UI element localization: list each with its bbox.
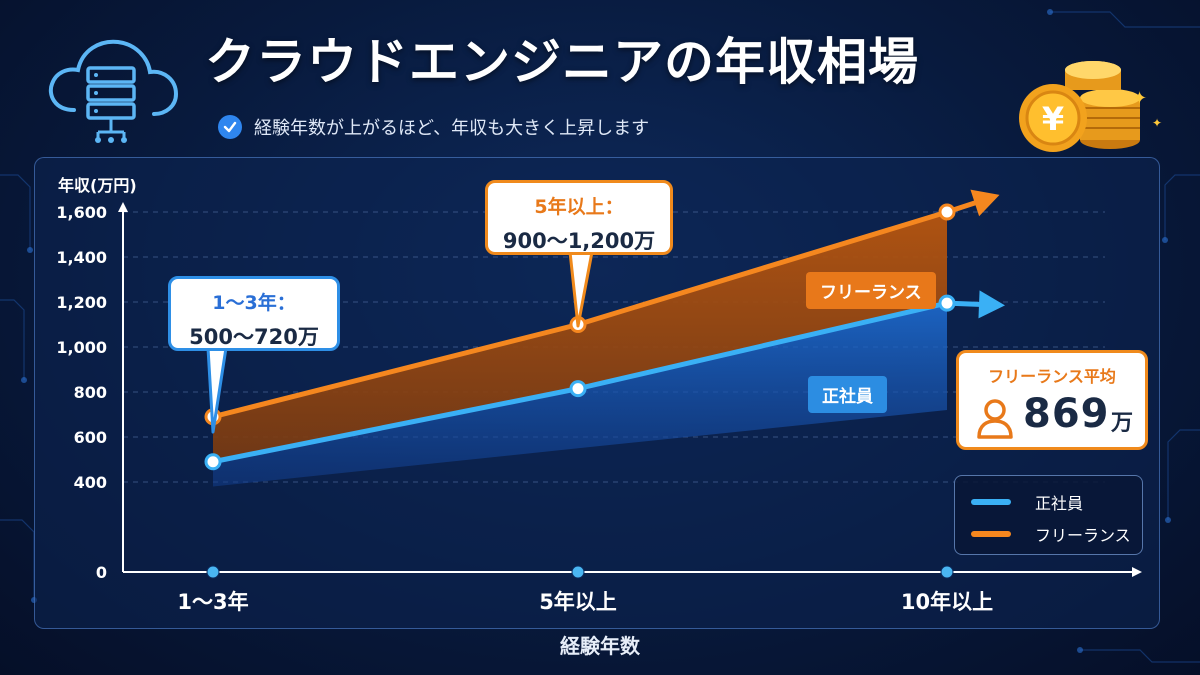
check-circle-icon [218, 115, 242, 139]
freelance-series-tag: フリーランス [806, 272, 936, 309]
x-axis-arrow [1132, 567, 1142, 577]
regular-data-point [569, 380, 587, 398]
x-axis-title: 経験年数 [560, 634, 640, 658]
person-icon [977, 399, 1013, 439]
y-tick-label: 400 [74, 473, 107, 492]
freelance-arrowhead [970, 189, 1000, 217]
subtitle-text: 経験年数が上がるほど、年収も大きく上昇します [254, 118, 650, 139]
regular-callout-period: 1〜3年： [212, 292, 296, 314]
freelance-callout: 5年以上： 900〜1,200万 [485, 180, 673, 255]
subtitle: 経験年数が上がるほど、年収も大きく上昇します [218, 114, 649, 140]
average-unit: 万 [1111, 411, 1134, 436]
freelance-callout-period: 5年以上： [534, 196, 624, 218]
y-tick-label: 1,200 [56, 293, 107, 312]
x-category-marker [571, 565, 585, 579]
legend-swatch-freelance [971, 531, 1011, 537]
page-title: クラウドエンジニアの年収相場 [205, 33, 919, 91]
y-tick-label: 1,400 [56, 248, 107, 267]
regular-data-point [938, 294, 956, 312]
average-value: 869 [1023, 391, 1110, 437]
legend-swatch-regular [971, 499, 1011, 505]
y-tick-label: 0 [96, 563, 107, 582]
y-tick-label: 1,600 [56, 203, 107, 222]
x-tick-label: 1〜3年 [177, 590, 248, 614]
legend-label-freelance: フリーランス [1035, 526, 1131, 545]
x-tick-label: 10年以上 [901, 590, 993, 614]
freelance-callout-range: 900〜1,200万 [502, 229, 656, 253]
y-tick-label: 800 [74, 383, 107, 402]
svg-text:¥: ¥ [1042, 100, 1064, 138]
freelance-callout-pointer [568, 250, 594, 328]
chart-legend: 正社員 フリーランス [954, 475, 1143, 555]
y-tick-label: 1,000 [56, 338, 107, 357]
sparkle-icon: ✦ [1132, 88, 1148, 109]
regular-arrowhead [978, 290, 1005, 319]
y-tick-label: 600 [74, 428, 107, 447]
freelance-line [210, 195, 993, 420]
legend-label-regular: 正社員 [1035, 494, 1084, 513]
yen-coins-icon: ¥ [1019, 61, 1140, 152]
average-label: フリーランス平均 [988, 367, 1116, 386]
cloud-server-icon [48, 39, 179, 143]
regular-data-point [204, 453, 222, 471]
freelance-data-point [938, 203, 956, 221]
x-category-marker [206, 565, 220, 579]
regular-callout: 1〜3年： 500〜720万 [168, 276, 340, 351]
regular-series-tag: 正社員 [808, 376, 887, 413]
x-tick-label: 5年以上 [539, 590, 617, 614]
regular-callout-range: 500〜720万 [189, 325, 319, 349]
freelance-average-card: フリーランス平均 869 万 [956, 350, 1148, 450]
y-axis-title: 年収(万円) [58, 176, 137, 195]
x-category-marker [940, 565, 954, 579]
freelance-band [213, 212, 947, 462]
regular-line [210, 300, 998, 465]
y-axis-arrow [118, 202, 128, 212]
legend-item-regular: 正社員 [971, 490, 1083, 514]
legend-item-freelance: フリーランス [971, 522, 1131, 546]
sparkle-icon: ✦ [1152, 116, 1163, 130]
